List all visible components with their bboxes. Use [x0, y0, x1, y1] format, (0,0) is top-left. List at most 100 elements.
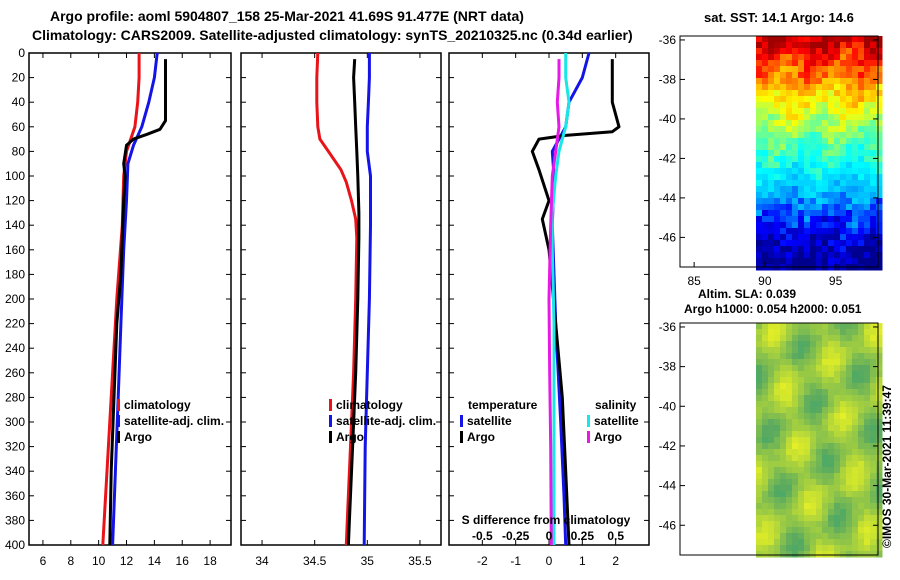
sla-cell	[816, 359, 823, 366]
sst-cell	[846, 78, 853, 85]
sst-cell	[822, 126, 829, 133]
sst-cell	[870, 258, 877, 265]
sec-x-tick-label: -0.5	[472, 529, 493, 543]
sla-cell	[828, 377, 835, 384]
sla-cell	[774, 533, 781, 540]
sst-cell	[756, 234, 763, 241]
sst-cell	[780, 192, 787, 199]
sst-cell	[756, 210, 763, 217]
sst-cell	[768, 120, 775, 127]
sst-cell	[876, 210, 883, 217]
sst-cell	[804, 84, 811, 91]
sla-cell	[840, 353, 847, 360]
sla-cell	[804, 395, 811, 402]
sst-cell	[774, 216, 781, 223]
sst-cell	[858, 126, 865, 133]
sst-cell	[876, 162, 883, 169]
sst-cell	[834, 132, 841, 139]
sst-cell	[858, 168, 865, 175]
sla-cell	[792, 479, 799, 486]
sst-cell	[762, 186, 769, 193]
sla-cell	[822, 461, 829, 468]
sst-cell	[768, 204, 775, 211]
map-y-tick-label: -38	[659, 360, 677, 374]
sst-cell	[798, 162, 805, 169]
sla-cell	[816, 407, 823, 414]
sla-cell	[774, 365, 781, 372]
sla-cell	[768, 497, 775, 504]
sla-cell	[792, 473, 799, 480]
sla-cell	[810, 413, 817, 420]
sst-cell	[840, 42, 847, 49]
sst-cell	[810, 120, 817, 127]
sst-cell	[792, 162, 799, 169]
sla-cell	[828, 533, 835, 540]
sst-cell	[864, 216, 871, 223]
sla-cell	[786, 323, 793, 330]
sla-cell	[822, 491, 829, 498]
sla-cell	[762, 497, 769, 504]
sla-cell	[876, 407, 883, 414]
sst-cell	[834, 42, 841, 49]
sla-cell	[786, 545, 793, 552]
sst-cell	[834, 222, 841, 229]
sla-cell	[864, 545, 871, 552]
sla-cell	[828, 401, 835, 408]
sla-cell	[774, 383, 781, 390]
sla-cell	[870, 395, 877, 402]
sla-cell	[792, 545, 799, 552]
sst-cell	[870, 96, 877, 103]
sla-cell	[876, 497, 883, 504]
sst-cell	[792, 198, 799, 205]
sst-cell	[810, 60, 817, 67]
sla-cell	[804, 419, 811, 426]
sla-cell	[876, 395, 883, 402]
sst-cell	[858, 108, 865, 115]
sla-cell	[762, 443, 769, 450]
sst-cell	[834, 114, 841, 121]
sla-cell	[828, 329, 835, 336]
sla-cell	[786, 377, 793, 384]
sla-cell	[816, 515, 823, 522]
sla-cell	[864, 419, 871, 426]
sst-cell	[804, 222, 811, 229]
sst-cell	[762, 108, 769, 115]
sst-cell	[858, 36, 865, 43]
map-x-tick-label: 90	[758, 274, 772, 288]
sla-cell	[810, 551, 817, 558]
sla-cell	[780, 455, 787, 462]
sst-cell	[774, 150, 781, 157]
sla-cell	[858, 539, 865, 546]
sla-cell	[828, 413, 835, 420]
y-tick-label: 240	[5, 341, 25, 355]
sla-cell	[840, 401, 847, 408]
sla-cell	[774, 353, 781, 360]
sst-cell	[858, 258, 865, 265]
sla-cell	[834, 407, 841, 414]
sla-cell	[816, 353, 823, 360]
sla-cell	[810, 521, 817, 528]
sla-cell	[840, 359, 847, 366]
sst-cell	[804, 126, 811, 133]
sla-cell	[858, 335, 865, 342]
sla-cell	[834, 323, 841, 330]
sst-cell	[810, 222, 817, 229]
sla-cell	[786, 371, 793, 378]
sst-cell	[840, 108, 847, 115]
sla-cell	[810, 365, 817, 372]
sla-cell	[876, 527, 883, 534]
sla-cell	[804, 377, 811, 384]
sla-cell	[786, 341, 793, 348]
sst-cell	[804, 78, 811, 85]
sla-cell	[816, 521, 823, 528]
sst-cell	[816, 120, 823, 127]
sla-cell	[840, 515, 847, 522]
sec-x-tick-label: 0	[546, 529, 553, 543]
sla-cell	[786, 509, 793, 516]
sst-cell	[792, 216, 799, 223]
sla-cell	[780, 365, 787, 372]
legend-swatch	[117, 431, 120, 443]
sla-cell	[810, 335, 817, 342]
sst-cell	[828, 96, 835, 103]
sla-cell	[876, 515, 883, 522]
